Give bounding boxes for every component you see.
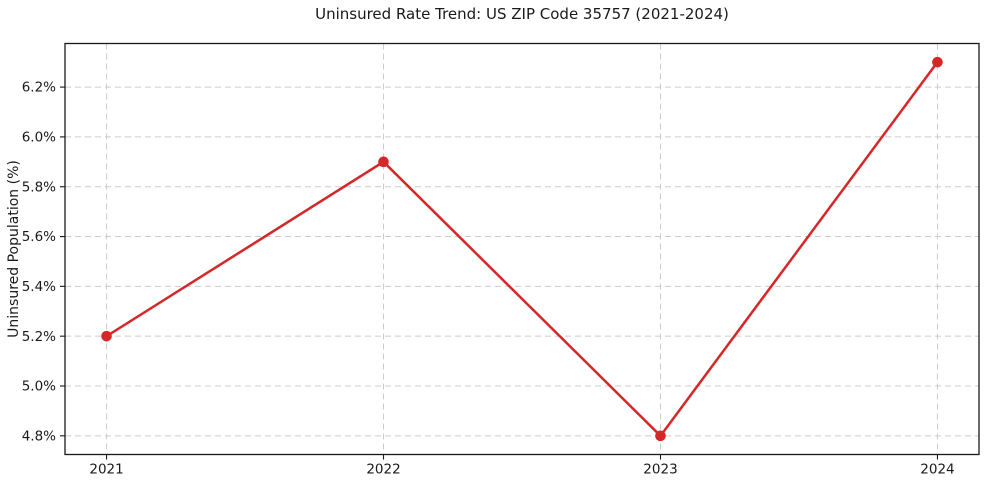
x-tick-label: 2023	[643, 462, 677, 478]
data-point-marker	[655, 430, 666, 442]
data-point-marker	[101, 330, 112, 342]
y-tick-label: 5.6%	[22, 229, 56, 245]
y-tick-label: 5.4%	[22, 279, 56, 295]
x-tick-label: 2021	[89, 462, 123, 478]
data-point-marker	[378, 156, 389, 168]
y-tick-label: 6.2%	[22, 80, 56, 96]
trend-line	[105, 60, 939, 438]
plot-border	[64, 42, 980, 456]
chart-title: Uninsured Rate Trend: US ZIP Code 35757 …	[315, 5, 729, 23]
y-tick-label: 4.8%	[22, 428, 56, 444]
y-tick-label: 5.2%	[22, 329, 56, 345]
y-tick-label: 5.8%	[22, 179, 56, 195]
data-point-marker	[932, 56, 943, 68]
x-tick-label: 2022	[366, 462, 400, 478]
x-tick-label: 2024	[920, 462, 954, 478]
y-tick-label: 5.0%	[22, 379, 56, 395]
y-tick-label: 6.0%	[22, 129, 56, 145]
